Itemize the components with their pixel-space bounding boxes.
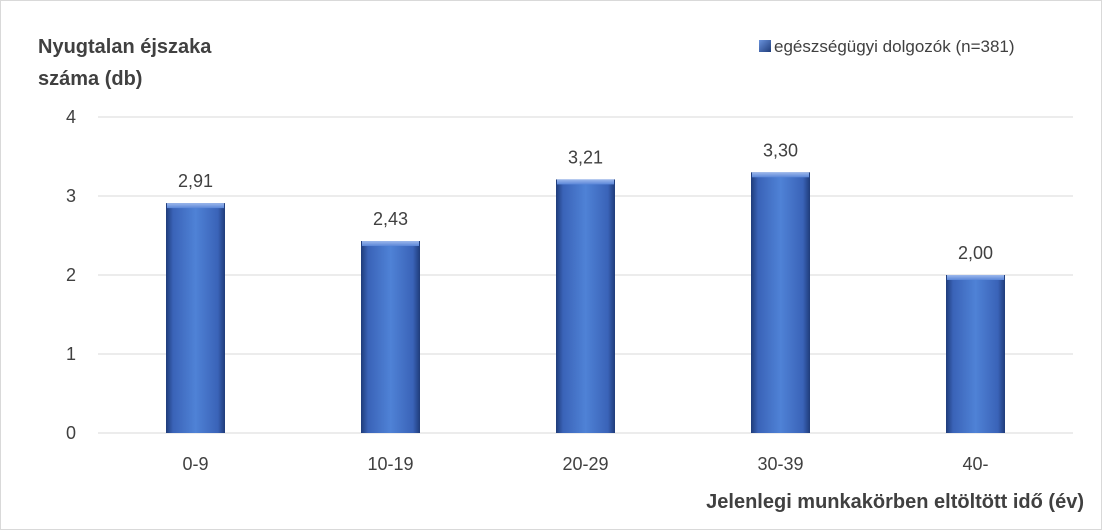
legend-label: egészségügyi dolgozók (n=381) [774, 37, 1015, 56]
y-tick-label: 0 [66, 423, 76, 443]
y-axis-title-line-1: Nyugtalan éjszaka [38, 36, 212, 58]
x-axis-title: Jelenlegi munkakörben eltöltött idő (év) [706, 491, 1084, 513]
y-axis-title-line-2: száma (db) [38, 68, 142, 90]
y-tick-label: 3 [66, 186, 76, 206]
bar-30-39 [751, 172, 810, 434]
bar-highlight [167, 203, 224, 209]
data-label-10-19: 2,43 [373, 209, 408, 229]
data-label-30-39: 3,30 [763, 140, 798, 160]
bar-0-9 [166, 203, 225, 433]
data-label-20-29: 3,21 [568, 147, 603, 167]
legend-swatch [759, 40, 771, 52]
x-tick-label-30-39: 30-39 [757, 454, 803, 474]
bar-20-29 [556, 179, 615, 433]
y-tick-label: 4 [66, 107, 76, 127]
bar-highlight [947, 275, 1004, 280]
bar-highlight [362, 241, 419, 247]
y-axis-ticks: 0 1 2 3 4 [66, 107, 76, 443]
bar-40- [946, 275, 1005, 433]
x-tick-label-20-29: 20-29 [562, 454, 608, 474]
x-tick-label-0-9: 0-9 [182, 454, 208, 474]
data-label-40-: 2,00 [958, 243, 993, 263]
bar-highlight [557, 179, 614, 185]
bar-10-19 [361, 241, 420, 433]
x-axis-ticks: 0-9 10-19 20-29 30-39 40- [182, 454, 988, 474]
data-label-0-9: 2,91 [178, 171, 213, 191]
bar-highlight [752, 172, 809, 178]
x-tick-label-40-: 40- [962, 454, 988, 474]
x-tick-label-10-19: 10-19 [367, 454, 413, 474]
legend: egészségügyi dolgozók (n=381) [759, 37, 1015, 56]
y-tick-label: 2 [66, 265, 76, 285]
bars: 2,91 2,43 3,21 3,30 2,00 [166, 140, 1005, 434]
y-tick-label: 1 [66, 344, 76, 364]
